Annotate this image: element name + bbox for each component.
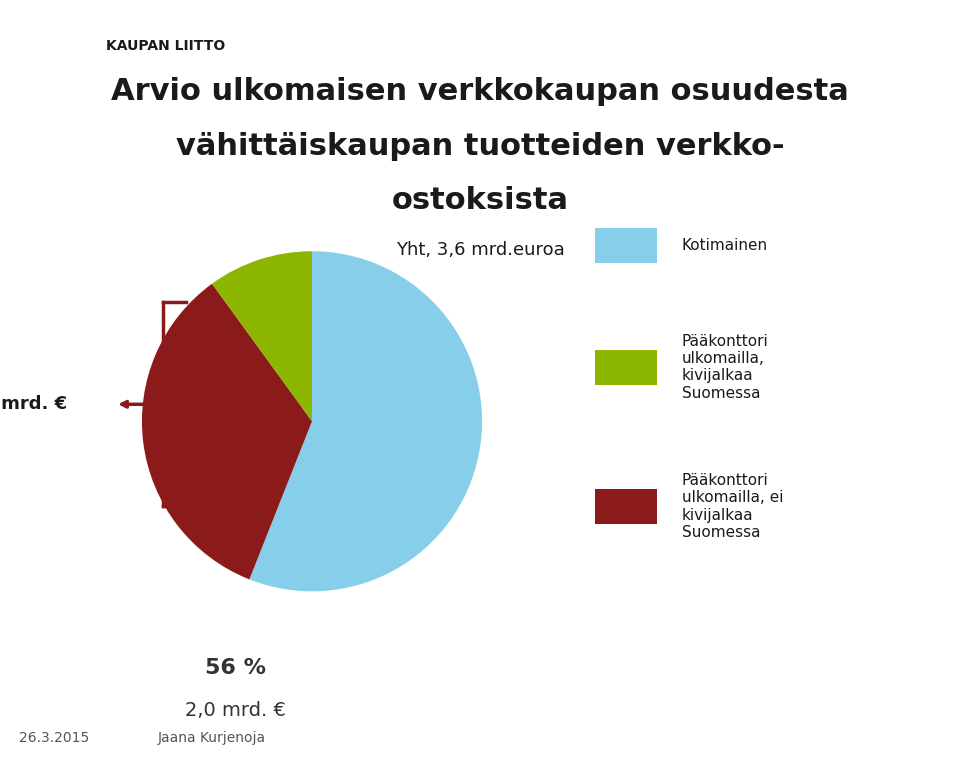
Wedge shape	[212, 251, 312, 421]
Text: Arvio ulkomaisen verkkokaupan osuudesta: Arvio ulkomaisen verkkokaupan osuudesta	[111, 77, 849, 107]
Text: Pääkonttori
ulkomailla, ei
kivijalkaa
Suomessa: Pääkonttori ulkomailla, ei kivijalkaa Su…	[682, 473, 783, 540]
FancyBboxPatch shape	[595, 228, 658, 263]
FancyBboxPatch shape	[595, 349, 658, 384]
Wedge shape	[250, 251, 482, 591]
FancyBboxPatch shape	[595, 489, 658, 524]
Text: 2,0 mrd. €: 2,0 mrd. €	[185, 701, 286, 720]
Text: KAUPAN LIITTO: KAUPAN LIITTO	[106, 39, 225, 53]
Wedge shape	[142, 284, 312, 580]
Text: Yht, 3,6 mrd.euroa: Yht, 3,6 mrd.euroa	[396, 240, 564, 258]
Text: Pääkonttori
ulkomailla,
kivijalkaa
Suomessa: Pääkonttori ulkomailla, kivijalkaa Suome…	[682, 334, 768, 400]
Text: ostoksista: ostoksista	[392, 186, 568, 215]
Text: 1,6 mrd. €: 1,6 mrd. €	[0, 395, 67, 414]
Text: Jaana Kurjenoja: Jaana Kurjenoja	[157, 731, 266, 745]
Text: vähittäiskaupan tuotteiden verkko-: vähittäiskaupan tuotteiden verkko-	[176, 131, 784, 161]
Text: 10 %: 10 %	[18, 552, 79, 571]
Text: 34 %: 34 %	[27, 360, 87, 380]
Text: Kotimainen: Kotimainen	[682, 238, 768, 253]
Text: 56 %: 56 %	[205, 658, 266, 678]
Text: 26.3.2015: 26.3.2015	[19, 731, 89, 745]
